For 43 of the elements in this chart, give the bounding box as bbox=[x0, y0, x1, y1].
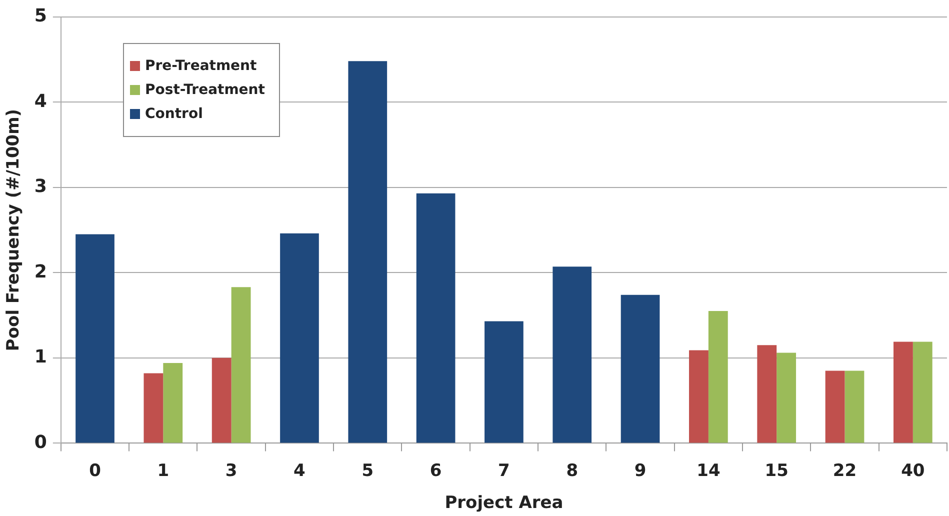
legend-label: Post-Treatment bbox=[145, 82, 265, 98]
x-tick-label: 0 bbox=[89, 460, 102, 481]
x-tick-label: 40 bbox=[901, 460, 925, 481]
x-tick-label: 14 bbox=[696, 460, 720, 481]
bar bbox=[776, 352, 796, 443]
x-tick-label: 5 bbox=[362, 460, 374, 481]
x-tick-label: 1 bbox=[157, 460, 170, 481]
y-tick-label: 0 bbox=[34, 432, 47, 453]
legend-label: Pre-Treatment bbox=[145, 58, 257, 74]
bar bbox=[144, 373, 164, 443]
legend-label: Control bbox=[145, 106, 203, 122]
bar bbox=[231, 287, 251, 443]
x-tick-label: 15 bbox=[764, 460, 788, 481]
bar bbox=[348, 61, 388, 443]
y-tick-label: 5 bbox=[34, 5, 47, 26]
bar bbox=[825, 370, 845, 443]
bar bbox=[893, 342, 913, 443]
x-tick-label: 8 bbox=[566, 460, 578, 481]
bar bbox=[76, 234, 114, 443]
bar bbox=[552, 266, 592, 443]
x-tick-label: 22 bbox=[832, 460, 857, 481]
bar bbox=[163, 363, 183, 443]
bar bbox=[280, 233, 319, 443]
bar bbox=[212, 358, 232, 443]
x-axis-title: Project Area bbox=[444, 493, 564, 514]
x-tick-label: 4 bbox=[294, 460, 306, 481]
bar bbox=[620, 294, 660, 443]
bar bbox=[757, 345, 777, 443]
bar bbox=[844, 370, 864, 443]
x-tick-label: 9 bbox=[634, 460, 646, 481]
bar bbox=[484, 321, 524, 443]
bar bbox=[912, 342, 932, 443]
bar bbox=[416, 193, 456, 443]
bar bbox=[689, 350, 708, 443]
x-tick-label: 3 bbox=[225, 460, 238, 481]
y-axis-title: Pool Frequency (#/100m) bbox=[4, 108, 24, 352]
x-tick-label: 7 bbox=[498, 460, 510, 481]
y-tick-label: 3 bbox=[34, 176, 47, 198]
x-tick-label: 6 bbox=[430, 460, 442, 481]
y-tick-label: 4 bbox=[34, 90, 47, 112]
bar bbox=[708, 311, 728, 443]
y-tick-label: 2 bbox=[34, 261, 47, 282]
y-tick-label: 1 bbox=[34, 346, 47, 368]
